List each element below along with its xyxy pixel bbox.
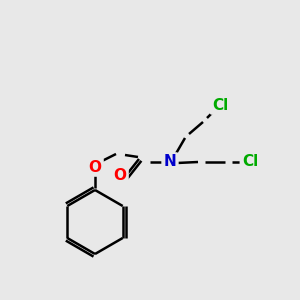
Text: Cl: Cl [212, 98, 228, 112]
Text: O: O [113, 167, 127, 182]
Text: Cl: Cl [242, 154, 258, 169]
Text: N: N [164, 154, 176, 169]
Text: O: O [88, 160, 101, 175]
